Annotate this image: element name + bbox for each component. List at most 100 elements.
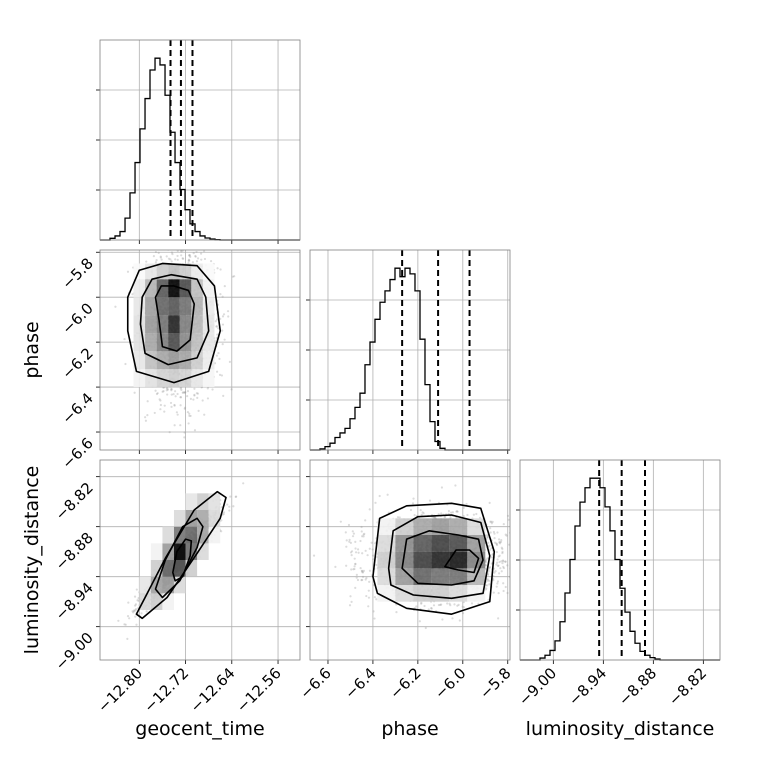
scatter-point	[196, 396, 199, 399]
scatter-point	[499, 567, 502, 570]
density-cell	[179, 279, 192, 298]
contour-level-3	[135, 490, 227, 620]
scatter-point	[218, 373, 222, 376]
scatter-point	[136, 599, 139, 602]
scatter-point	[182, 257, 185, 260]
scatter-point	[220, 519, 223, 522]
scatter-point	[161, 390, 164, 393]
scatter-point	[126, 637, 129, 641]
scatter-point	[220, 530, 223, 533]
scatter-point	[163, 410, 166, 413]
scatter-point	[180, 388, 183, 391]
scatter-point	[226, 310, 230, 313]
scatter-point	[193, 387, 196, 390]
density-cell	[162, 593, 174, 610]
scatter-point	[176, 250, 179, 252]
scatter-point	[128, 617, 131, 620]
scatter-point	[186, 410, 190, 414]
scatter-point	[179, 396, 182, 399]
scatter-point	[188, 259, 191, 262]
scatter-point	[219, 268, 222, 271]
scatter-point	[495, 542, 498, 545]
scatter-point	[160, 258, 163, 261]
scatter-point	[184, 391, 187, 394]
scatter-point	[133, 604, 137, 607]
scatter-point	[378, 494, 381, 498]
scatter-point	[188, 412, 191, 415]
scatter-point	[222, 394, 225, 397]
scatter-point	[135, 623, 138, 626]
scatter-point	[187, 422, 190, 425]
density-cell	[185, 510, 198, 527]
scatter-point	[159, 403, 162, 407]
scatter-point	[200, 258, 203, 261]
scatter-point	[189, 414, 192, 418]
scatter-point	[360, 578, 363, 582]
scatter-point	[188, 254, 191, 257]
density-cell	[162, 543, 174, 560]
scatter-point	[170, 393, 173, 396]
scatter-point	[170, 389, 173, 392]
scatter-point	[134, 615, 137, 618]
scatter-point	[133, 391, 136, 394]
scatter-point	[169, 258, 172, 261]
scatter-point	[361, 535, 364, 538]
scatter-point	[155, 392, 159, 396]
scatter-point	[189, 397, 193, 400]
density-cell	[139, 593, 151, 610]
scatter-point	[359, 539, 362, 543]
scatter-point	[163, 404, 166, 407]
scatter-point	[216, 333, 219, 336]
scatter-point	[447, 509, 451, 513]
panel-content	[114, 250, 236, 439]
scatter-point	[173, 403, 176, 407]
scatter-point	[197, 409, 200, 412]
density-cell	[162, 576, 174, 594]
density-cell	[168, 279, 180, 298]
density-cell	[197, 543, 209, 560]
scatter-point	[350, 550, 354, 553]
pair-geocent_time-phase-frame	[99, 249, 301, 451]
density-cell	[202, 279, 215, 298]
panel-content	[117, 482, 245, 641]
scatter-point	[188, 253, 191, 257]
scatter-point	[133, 609, 136, 612]
scatter-point	[173, 424, 176, 427]
scatter-point	[156, 392, 159, 395]
scatter-point	[187, 258, 191, 261]
scatter-point	[154, 261, 157, 264]
scatter-point	[223, 285, 226, 288]
density-cell	[156, 369, 169, 388]
scatter-point	[196, 392, 200, 395]
scatter-point	[133, 610, 136, 613]
scatter-point	[362, 533, 365, 536]
scatter-point	[215, 370, 219, 373]
density-cell	[168, 333, 180, 352]
scatter-point	[145, 610, 148, 613]
histogram-panel-geocent_time	[96, 39, 301, 244]
scatter-point	[158, 398, 161, 401]
scatter-point	[485, 558, 488, 561]
scatter-point	[192, 398, 195, 401]
scatter-point	[187, 259, 190, 262]
scatter-point	[180, 250, 183, 252]
scatter-point	[145, 260, 148, 263]
scatter-point	[365, 576, 368, 580]
scatter-point	[199, 252, 203, 255]
density-cell	[191, 369, 203, 388]
density-cell	[191, 351, 203, 370]
scatter-point	[228, 360, 231, 364]
scatter-point	[226, 503, 229, 506]
density-cell	[208, 493, 221, 510]
scatter-point	[144, 416, 147, 419]
density-cell	[145, 297, 157, 316]
contour-level-1	[154, 285, 196, 352]
scatter-point	[227, 315, 230, 318]
scatter-point	[162, 390, 165, 393]
scatter-point	[230, 388, 233, 391]
scatter-point	[114, 305, 117, 308]
density-cell	[150, 560, 163, 577]
scatter-point	[206, 397, 210, 400]
scatter-point	[334, 565, 337, 568]
